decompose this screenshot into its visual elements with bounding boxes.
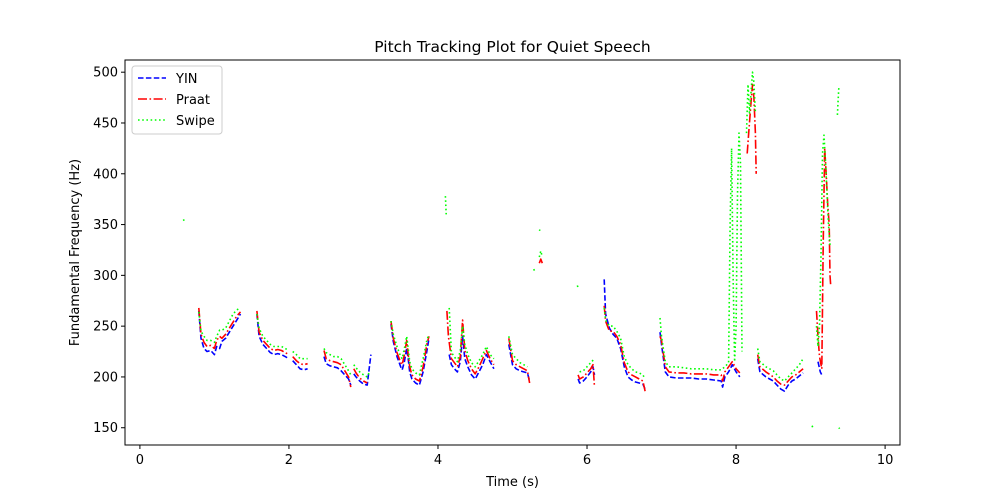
series-line-swipe — [444, 196, 447, 215]
y-tick-label: 450 — [93, 116, 118, 131]
series-line-swipe — [182, 217, 187, 222]
series-line-yin — [256, 313, 290, 360]
series-line-swipe — [838, 427, 841, 430]
series-line-praat — [292, 356, 308, 366]
y-tick-label: 200 — [93, 370, 118, 385]
series-line-swipe — [538, 250, 544, 258]
legend: YIN Praat Swipe — [131, 65, 223, 135]
series-line-yin — [390, 323, 430, 386]
y-axis: 150 200 250 300 350 400 450 500 — [93, 66, 125, 436]
series-line-swipe — [292, 350, 308, 360]
series-line-yin — [292, 360, 308, 371]
series-line-yin — [603, 279, 646, 390]
series-line-praat — [815, 147, 832, 370]
series-line-swipe — [390, 320, 430, 376]
series-line-praat — [746, 83, 757, 174]
series-line-swipe — [538, 229, 541, 232]
series-line-yin — [817, 361, 823, 376]
series-line-praat — [256, 310, 290, 356]
series-line-swipe — [603, 307, 646, 380]
y-tick-label: 300 — [93, 269, 118, 284]
series-line-swipe — [353, 364, 371, 378]
y-tick-label: 250 — [93, 320, 118, 335]
y-tick-label: 500 — [93, 66, 118, 81]
series-line-swipe — [811, 425, 814, 428]
series-line-yin — [198, 310, 242, 356]
chart-title: Pitch Tracking Plot for Quiet Speech — [374, 38, 650, 56]
series-praat — [198, 83, 832, 392]
series-line-praat — [323, 350, 352, 388]
series-line-yin — [353, 354, 372, 386]
series-line-praat — [577, 363, 596, 388]
series-line-swipe — [323, 348, 352, 376]
series-yin — [198, 279, 823, 392]
series-layer — [182, 71, 841, 430]
series-line-swipe — [532, 268, 536, 271]
y-tick-label: 150 — [93, 421, 118, 436]
series-line-swipe — [579, 358, 596, 373]
legend-label-swipe: Swipe — [176, 114, 215, 129]
series-line-yin — [508, 344, 531, 382]
series-line-praat — [508, 338, 531, 384]
series-line-swipe — [576, 285, 579, 288]
series-line-swipe — [508, 336, 528, 368]
x-tick-label: 0 — [136, 453, 144, 468]
series-line-praat — [353, 368, 368, 384]
series-line-praat — [756, 354, 804, 386]
x-tick-label: 4 — [434, 453, 442, 468]
y-tick-label: 400 — [93, 167, 118, 182]
plot-frame — [124, 59, 901, 446]
series-line-swipe — [836, 86, 840, 115]
series-line-praat — [446, 310, 495, 375]
series-line-swipe — [815, 134, 831, 348]
x-axis: 0 2 4 6 8 10 — [136, 445, 894, 468]
series-line-praat — [659, 336, 741, 382]
y-tick-label: 350 — [93, 218, 118, 233]
x-tick-label: 8 — [732, 453, 740, 468]
series-line-yin — [577, 366, 596, 384]
series-line-praat — [538, 258, 544, 264]
series-line-swipe — [198, 307, 241, 344]
series-line-yin — [659, 332, 741, 388]
series-line-swipe — [659, 132, 743, 371]
x-tick-label: 2 — [285, 453, 293, 468]
x-tick-label: 10 — [877, 453, 894, 468]
x-axis-label: Time (s) — [485, 475, 539, 490]
series-line-praat — [603, 305, 646, 392]
x-tick-label: 6 — [583, 453, 591, 468]
series-line-yin — [448, 335, 495, 380]
series-line-yin — [756, 358, 804, 392]
series-line-swipe — [745, 71, 757, 134]
series-line-swipe — [756, 348, 804, 382]
legend-label-yin: YIN — [175, 72, 198, 87]
y-axis-label: Fundamental Frequency (Hz) — [68, 159, 83, 346]
series-line-swipe — [448, 307, 495, 368]
legend-box — [131, 65, 223, 135]
series-line-yin — [323, 356, 352, 386]
series-swipe — [182, 71, 841, 430]
legend-label-praat: Praat — [176, 93, 210, 108]
series-line-praat — [198, 307, 242, 350]
series-line-swipe — [256, 313, 290, 352]
